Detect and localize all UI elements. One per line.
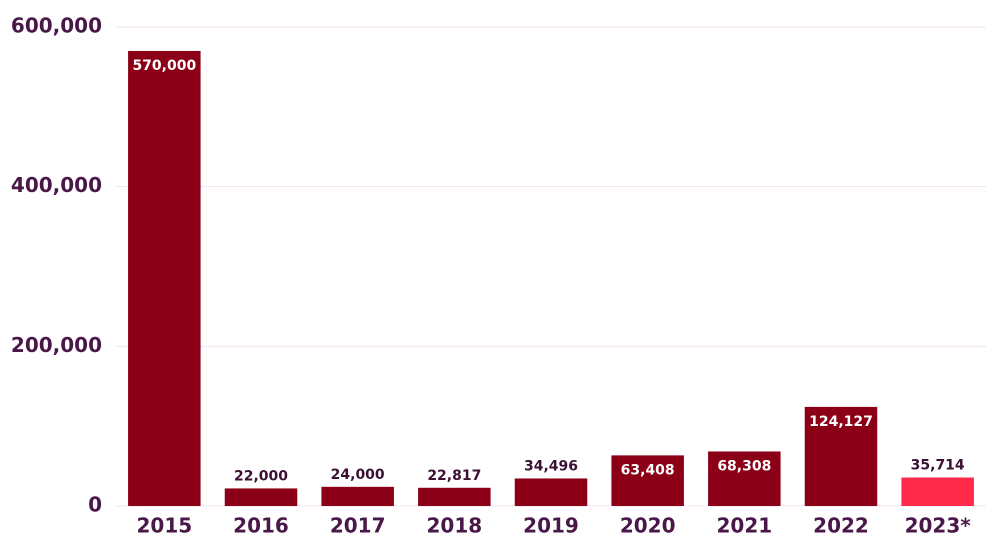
x-tick-label: 2015 <box>136 514 192 538</box>
bar <box>901 477 974 506</box>
y-tick-label: 0 <box>88 493 102 517</box>
bar <box>321 486 394 506</box>
value-label: 22,000 <box>234 468 288 484</box>
bar <box>708 451 781 506</box>
x-tick-label: 2020 <box>620 514 676 538</box>
bar <box>804 406 878 506</box>
value-label: 34,496 <box>524 458 578 474</box>
x-tick-label: 2017 <box>330 514 386 538</box>
x-tick-label: 2019 <box>523 514 579 538</box>
value-label: 68,308 <box>717 458 771 474</box>
value-label: 124,127 <box>809 414 873 430</box>
bar <box>418 487 491 506</box>
bar <box>514 478 588 506</box>
bar <box>611 455 684 506</box>
value-label: 22,817 <box>427 468 481 484</box>
x-tick-label: 2021 <box>716 514 772 538</box>
y-tick-label: 600,000 <box>11 14 102 38</box>
y-tick-label: 400,000 <box>11 173 102 197</box>
value-label: 570,000 <box>132 58 196 74</box>
y-tick-label: 200,000 <box>11 333 102 357</box>
x-tick-label: 2022 <box>813 514 869 538</box>
value-label: 35,714 <box>911 457 965 473</box>
bar <box>224 488 298 506</box>
x-tick-label: 2016 <box>233 514 289 538</box>
x-tick-label: 2018 <box>426 514 482 538</box>
value-label: 24,000 <box>331 467 385 483</box>
bar <box>128 50 201 506</box>
value-label: 63,408 <box>621 462 675 478</box>
x-tick-label: 2023* <box>905 514 972 538</box>
